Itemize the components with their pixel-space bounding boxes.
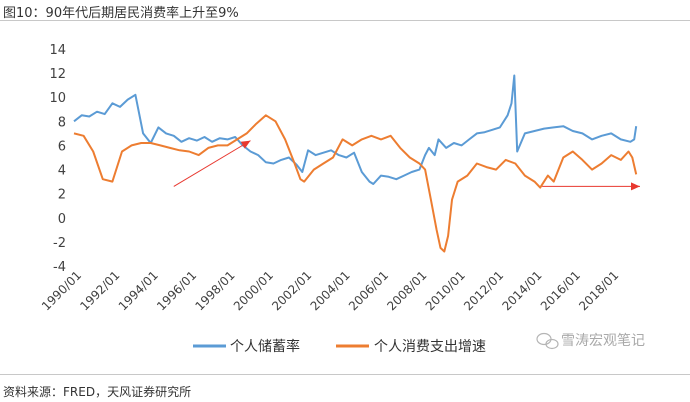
y-tick-label: 14: [49, 43, 66, 58]
series-line-consumption-growth: [73, 114, 638, 253]
trend-arrow-head: [631, 182, 640, 191]
y-tick-label: 6: [58, 139, 66, 154]
y-tick-label: -4: [53, 260, 66, 275]
x-tick-label: 2008/01: [384, 268, 429, 313]
legend-label-consumption: 个人消费支出增速: [374, 339, 486, 355]
wechat-icon: [536, 332, 559, 350]
y-tick-label: 0: [58, 212, 66, 227]
x-tick-label: 2002/01: [269, 268, 314, 313]
x-tick-label: 2010/01: [423, 268, 468, 313]
y-tick-label: 4: [58, 164, 66, 179]
x-tick-label: 1994/01: [116, 268, 161, 313]
x-tick-label: 2014/01: [499, 268, 544, 313]
trend-arrow-head: [240, 140, 251, 149]
y-axis: -4 -2 0 2 4 6 8 10 12 14: [49, 43, 66, 275]
source-bar: 资料来源：FRED，天风证券研究所: [0, 374, 690, 402]
source-note: 资料来源：FRED，天风证券研究所: [3, 385, 192, 399]
figure-title: 图10：90年代后期居民消费率上升至9%: [3, 6, 239, 21]
y-tick-label: 2: [58, 188, 66, 203]
x-tick-label: 2016/01: [538, 268, 583, 313]
series-line-savings-rate: [73, 74, 638, 185]
x-tick-label: 2006/01: [346, 268, 391, 313]
legend-label-savings: 个人储蓄率: [230, 338, 300, 355]
x-tick-label: 2004/01: [308, 268, 353, 313]
x-tick-label: 2018/01: [576, 268, 621, 313]
x-axis: 1990/011992/011994/011996/011998/012000/…: [39, 268, 621, 313]
x-tick-label: 2000/01: [231, 268, 276, 313]
y-tick-label: 8: [58, 115, 66, 130]
trend-arrow-line: [173, 140, 251, 187]
watermark-text: 雪涛宏观笔记: [561, 333, 645, 349]
line-chart: -4 -2 0 2 4 6 8 10 12 14 1990/011992/011994/01199…: [39, 43, 645, 355]
y-tick-label: 12: [49, 67, 66, 82]
y-tick-label: 10: [49, 91, 66, 106]
legend: 个人储蓄率 个人消费支出增速: [193, 338, 486, 355]
title-bar: 图10：90年代后期居民消费率上升至9%: [0, 0, 690, 21]
x-tick-label: 1996/01: [154, 268, 199, 313]
x-tick-label: 1998/01: [192, 268, 237, 313]
x-tick-label: 2012/01: [461, 268, 506, 313]
series-group: [73, 74, 638, 253]
watermark: 雪涛宏观笔记: [536, 332, 645, 350]
x-tick-label: 1992/01: [77, 268, 122, 313]
y-tick-label: -2: [53, 236, 66, 251]
annotations: [173, 140, 640, 191]
